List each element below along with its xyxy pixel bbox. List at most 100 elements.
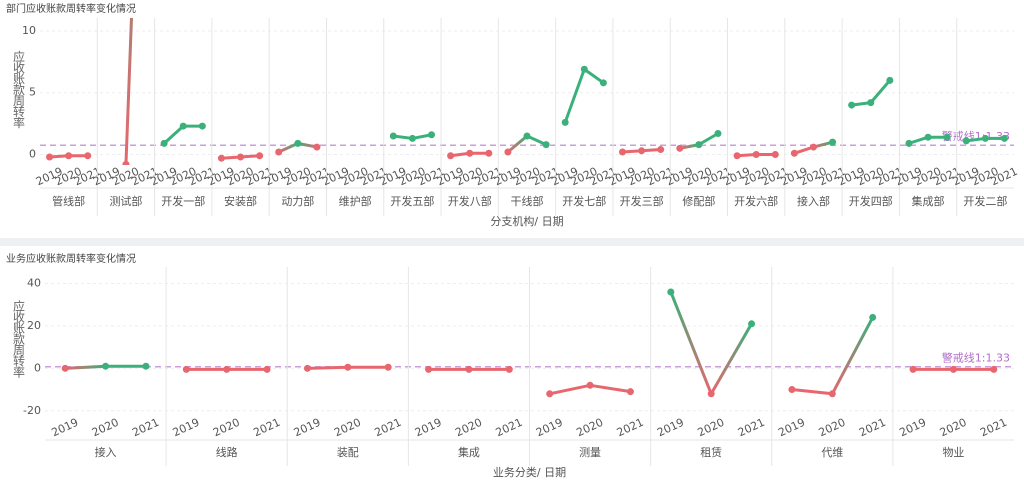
data-point: [160, 139, 168, 147]
segment: [563, 67, 586, 124]
data-point: [263, 365, 271, 373]
category-label: 开发八部: [448, 194, 492, 208]
data-point: [46, 153, 54, 161]
data-point: [707, 390, 715, 398]
category-label: 维护部: [339, 194, 372, 208]
panel: [0, 0, 1024, 238]
data-point: [313, 143, 321, 151]
category-label: 装配: [337, 446, 359, 459]
data-point: [217, 154, 225, 162]
data-point: [485, 149, 493, 157]
category-label: 物业: [942, 445, 964, 459]
data-point: [275, 148, 283, 156]
category-label: 开发六部: [734, 194, 778, 208]
data-point: [733, 152, 741, 160]
data-point: [905, 139, 913, 147]
data-point: [869, 313, 877, 321]
data-point: [676, 144, 684, 152]
category-label: 集成: [458, 445, 480, 459]
category-label: 动力部: [281, 194, 314, 208]
category-label: 管线部: [52, 194, 85, 208]
data-point: [198, 122, 206, 130]
y-tick-label: 0: [29, 147, 36, 160]
data-point: [102, 362, 110, 370]
data-point: [886, 76, 894, 84]
y-tick-label: -20: [23, 404, 41, 417]
data-point: [667, 288, 675, 296]
category-label: 接入: [95, 446, 117, 459]
category-label: 测试部: [109, 194, 142, 208]
segment: [582, 67, 605, 85]
category-label: 开发三部: [620, 194, 664, 208]
category-label: 接入部: [797, 194, 830, 208]
y-tick-label: 10: [22, 24, 36, 37]
data-point: [848, 101, 856, 109]
data-point: [626, 388, 634, 396]
data-point: [344, 363, 352, 371]
x-axis-label: 分支机构/ 日期: [490, 214, 563, 228]
segment: [697, 131, 720, 147]
segment: [124, 18, 133, 165]
data-point: [924, 133, 932, 141]
data-point: [425, 365, 433, 373]
chart-title: 业务应收账款周转率变化情况: [6, 252, 136, 265]
data-point: [618, 148, 626, 156]
y-axis-label: 应收账款周转率: [12, 299, 26, 378]
data-point: [61, 364, 69, 372]
y-tick-label: 5: [29, 86, 36, 99]
segment: [63, 364, 108, 370]
data-point: [303, 364, 311, 372]
segment: [709, 322, 754, 396]
data-point: [829, 138, 837, 146]
data-point: [943, 133, 951, 141]
data-point: [447, 152, 455, 160]
category-label: 开发七部: [562, 194, 606, 208]
data-point: [586, 381, 594, 389]
data-point: [771, 150, 779, 158]
data-point: [523, 132, 531, 140]
data-point: [788, 386, 796, 394]
segment: [790, 388, 834, 396]
data-point: [504, 148, 512, 156]
category-label: 测量: [579, 446, 601, 459]
data-point: [1000, 134, 1008, 142]
data-point: [752, 150, 760, 158]
data-point: [237, 153, 245, 161]
data-point: [580, 65, 588, 73]
data-point: [84, 152, 92, 160]
data-point: [408, 134, 416, 142]
category-label: 开发四部: [849, 194, 893, 208]
data-point: [546, 390, 554, 398]
category-label: 开发五部: [390, 194, 434, 208]
data-point: [867, 99, 875, 107]
category-label: 代维: [821, 446, 843, 459]
data-point: [384, 363, 392, 371]
data-point: [809, 143, 817, 151]
data-point: [561, 118, 569, 126]
data-point: [142, 362, 150, 370]
segment: [869, 78, 892, 105]
data-point: [182, 365, 190, 373]
data-point: [179, 122, 187, 130]
data-point: [638, 147, 646, 155]
y-axis-label: 应收账款周转率: [12, 49, 26, 128]
data-point: [599, 79, 607, 87]
data-point: [294, 139, 302, 147]
segment: [162, 124, 185, 145]
segment: [830, 315, 875, 396]
category-label: 安装部: [224, 194, 257, 208]
data-point: [790, 149, 798, 157]
data-point: [657, 146, 665, 154]
chart-title: 部门应收账款周转率变化情况: [6, 2, 136, 15]
data-point: [542, 141, 550, 149]
segment: [305, 365, 350, 370]
series-layer: [61, 288, 998, 398]
segment: [588, 383, 632, 394]
data-point: [828, 390, 836, 398]
data-point: [466, 149, 474, 157]
segment: [506, 134, 529, 154]
data-point: [981, 134, 989, 142]
data-point: [389, 132, 397, 140]
data-point: [428, 131, 436, 139]
